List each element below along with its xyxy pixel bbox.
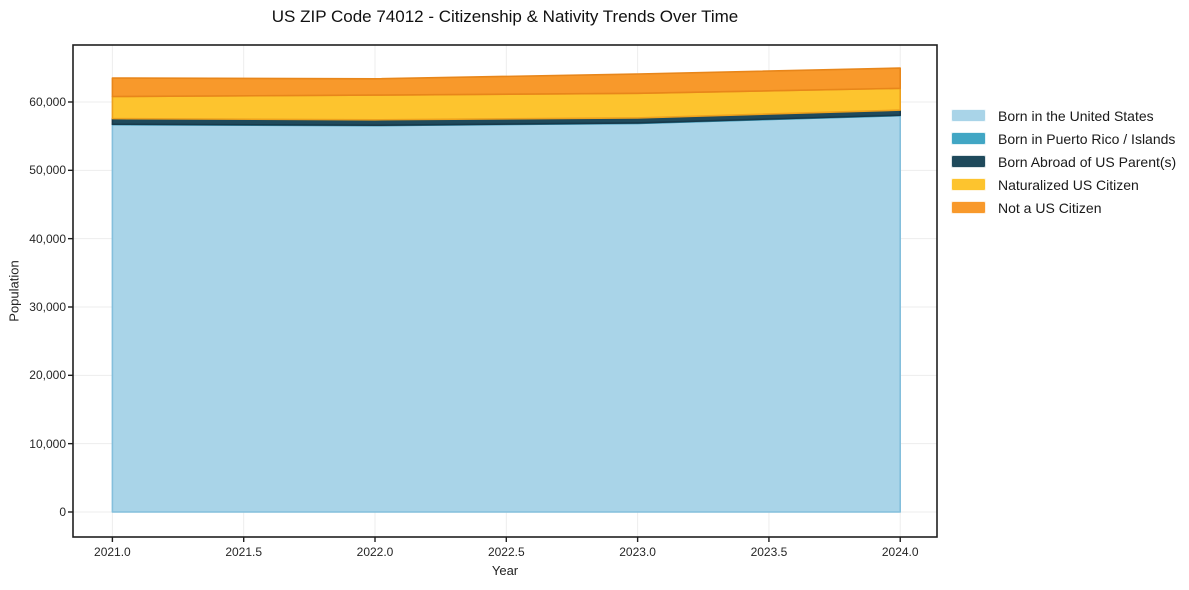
tick-marks — [68, 101, 901, 542]
x-tick-label: 2024.0 — [881, 545, 919, 559]
x-axis-label: Year — [491, 563, 519, 578]
legend-entry: Born in Puerto Rico / Islands — [951, 127, 1176, 150]
chart-title: US ZIP Code 74012 - Citizenship & Nativi… — [271, 7, 739, 26]
legend-entry: Born in the United States — [951, 104, 1176, 127]
x-tick-label: 2021.5 — [225, 545, 263, 559]
area-series-4 — [111, 67, 901, 98]
y-tick-label: 40,000 — [29, 231, 66, 246]
legend-entry: Naturalized US Citizen — [951, 173, 1176, 196]
y-tick-label: 0 — [59, 504, 66, 519]
y-tick-label: 60,000 — [29, 94, 66, 109]
legend-swatch-icon — [951, 132, 986, 145]
area-series-0 — [111, 114, 901, 513]
legend-label: Born Abroad of US Parent(s) — [998, 153, 1177, 170]
legend-swatch-icon — [951, 155, 986, 168]
legend-label: Born in the United States — [998, 107, 1154, 124]
legend-entry: Not a US Citizen — [951, 196, 1176, 219]
y-tick-label: 30,000 — [29, 299, 66, 314]
plot-border — [72, 44, 938, 538]
legend-swatch-icon — [951, 201, 986, 214]
y-tick-label: 50,000 — [29, 163, 66, 178]
x-tick-label: 2023.0 — [619, 545, 656, 559]
chart-legend: Born in the United States Born in Puerto … — [951, 104, 1176, 219]
stacked-areas — [111, 67, 901, 513]
x-tick-label: 2022.0 — [356, 545, 394, 559]
x-tick-label: 2022.5 — [487, 545, 525, 559]
legend-label: Born in Puerto Rico / Islands — [998, 130, 1176, 147]
x-tick-label: 2023.5 — [750, 545, 788, 559]
y-tick-label: 20,000 — [29, 368, 66, 383]
y-tick-label: 10,000 — [29, 436, 66, 451]
legend-entry: Born Abroad of US Parent(s) — [951, 150, 1176, 173]
legend-swatch-icon — [951, 109, 986, 122]
legend-swatch-icon — [951, 178, 986, 191]
legend-label: Naturalized US Citizen — [998, 176, 1139, 193]
legend-label: Not a US Citizen — [998, 199, 1102, 216]
x-tick-label: 2021.0 — [94, 545, 131, 559]
